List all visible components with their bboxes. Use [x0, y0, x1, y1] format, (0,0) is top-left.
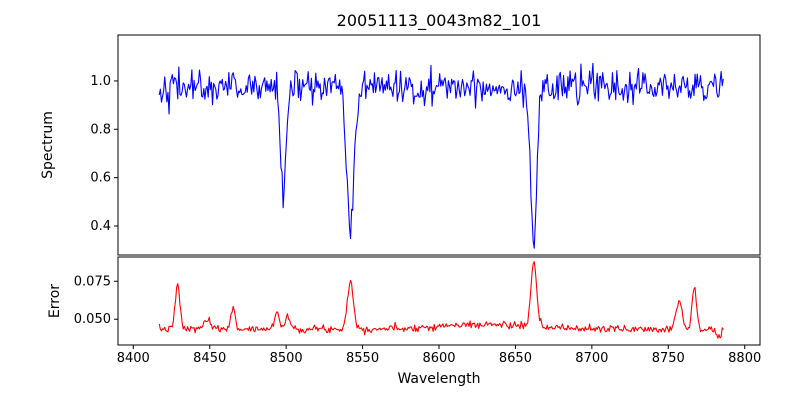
spectrum-panel: 0.4 0.6 0.8 1.0 — [90, 34, 761, 256]
spectrum-frame — [117, 34, 761, 256]
x-tick-label: 8500 — [270, 351, 303, 366]
x-tick-label: 8700 — [575, 351, 608, 366]
y-tick-label: 0.4 — [90, 219, 111, 234]
error-frame — [117, 256, 761, 346]
y-tick-label: 0.8 — [90, 122, 111, 137]
x-tick-label: 8450 — [193, 351, 226, 366]
error-panel: 0.050 0.075 8400 8450 8500 8550 8600 8650 8700 87… — [74, 256, 761, 366]
y-tick-label: 0.075 — [74, 274, 111, 289]
x-tick-label: 8800 — [728, 351, 761, 366]
x-tick-label: 8550 — [346, 351, 379, 366]
x-tick-label: 8400 — [117, 351, 150, 366]
x-tick-label: 8650 — [499, 351, 532, 366]
chart-title: 20051113_0043m82_101 — [336, 11, 542, 30]
spectrum-line — [158, 62, 724, 249]
x-tick-label: 8600 — [422, 351, 455, 366]
x-axis-label: Wavelength — [397, 371, 481, 387]
x-tick-label: 8750 — [652, 351, 685, 366]
error-line — [158, 261, 724, 339]
y-tick-label: 0.6 — [90, 171, 111, 186]
y-tick-label: 0.050 — [74, 312, 111, 327]
y-tick-label: 1.0 — [90, 74, 111, 89]
